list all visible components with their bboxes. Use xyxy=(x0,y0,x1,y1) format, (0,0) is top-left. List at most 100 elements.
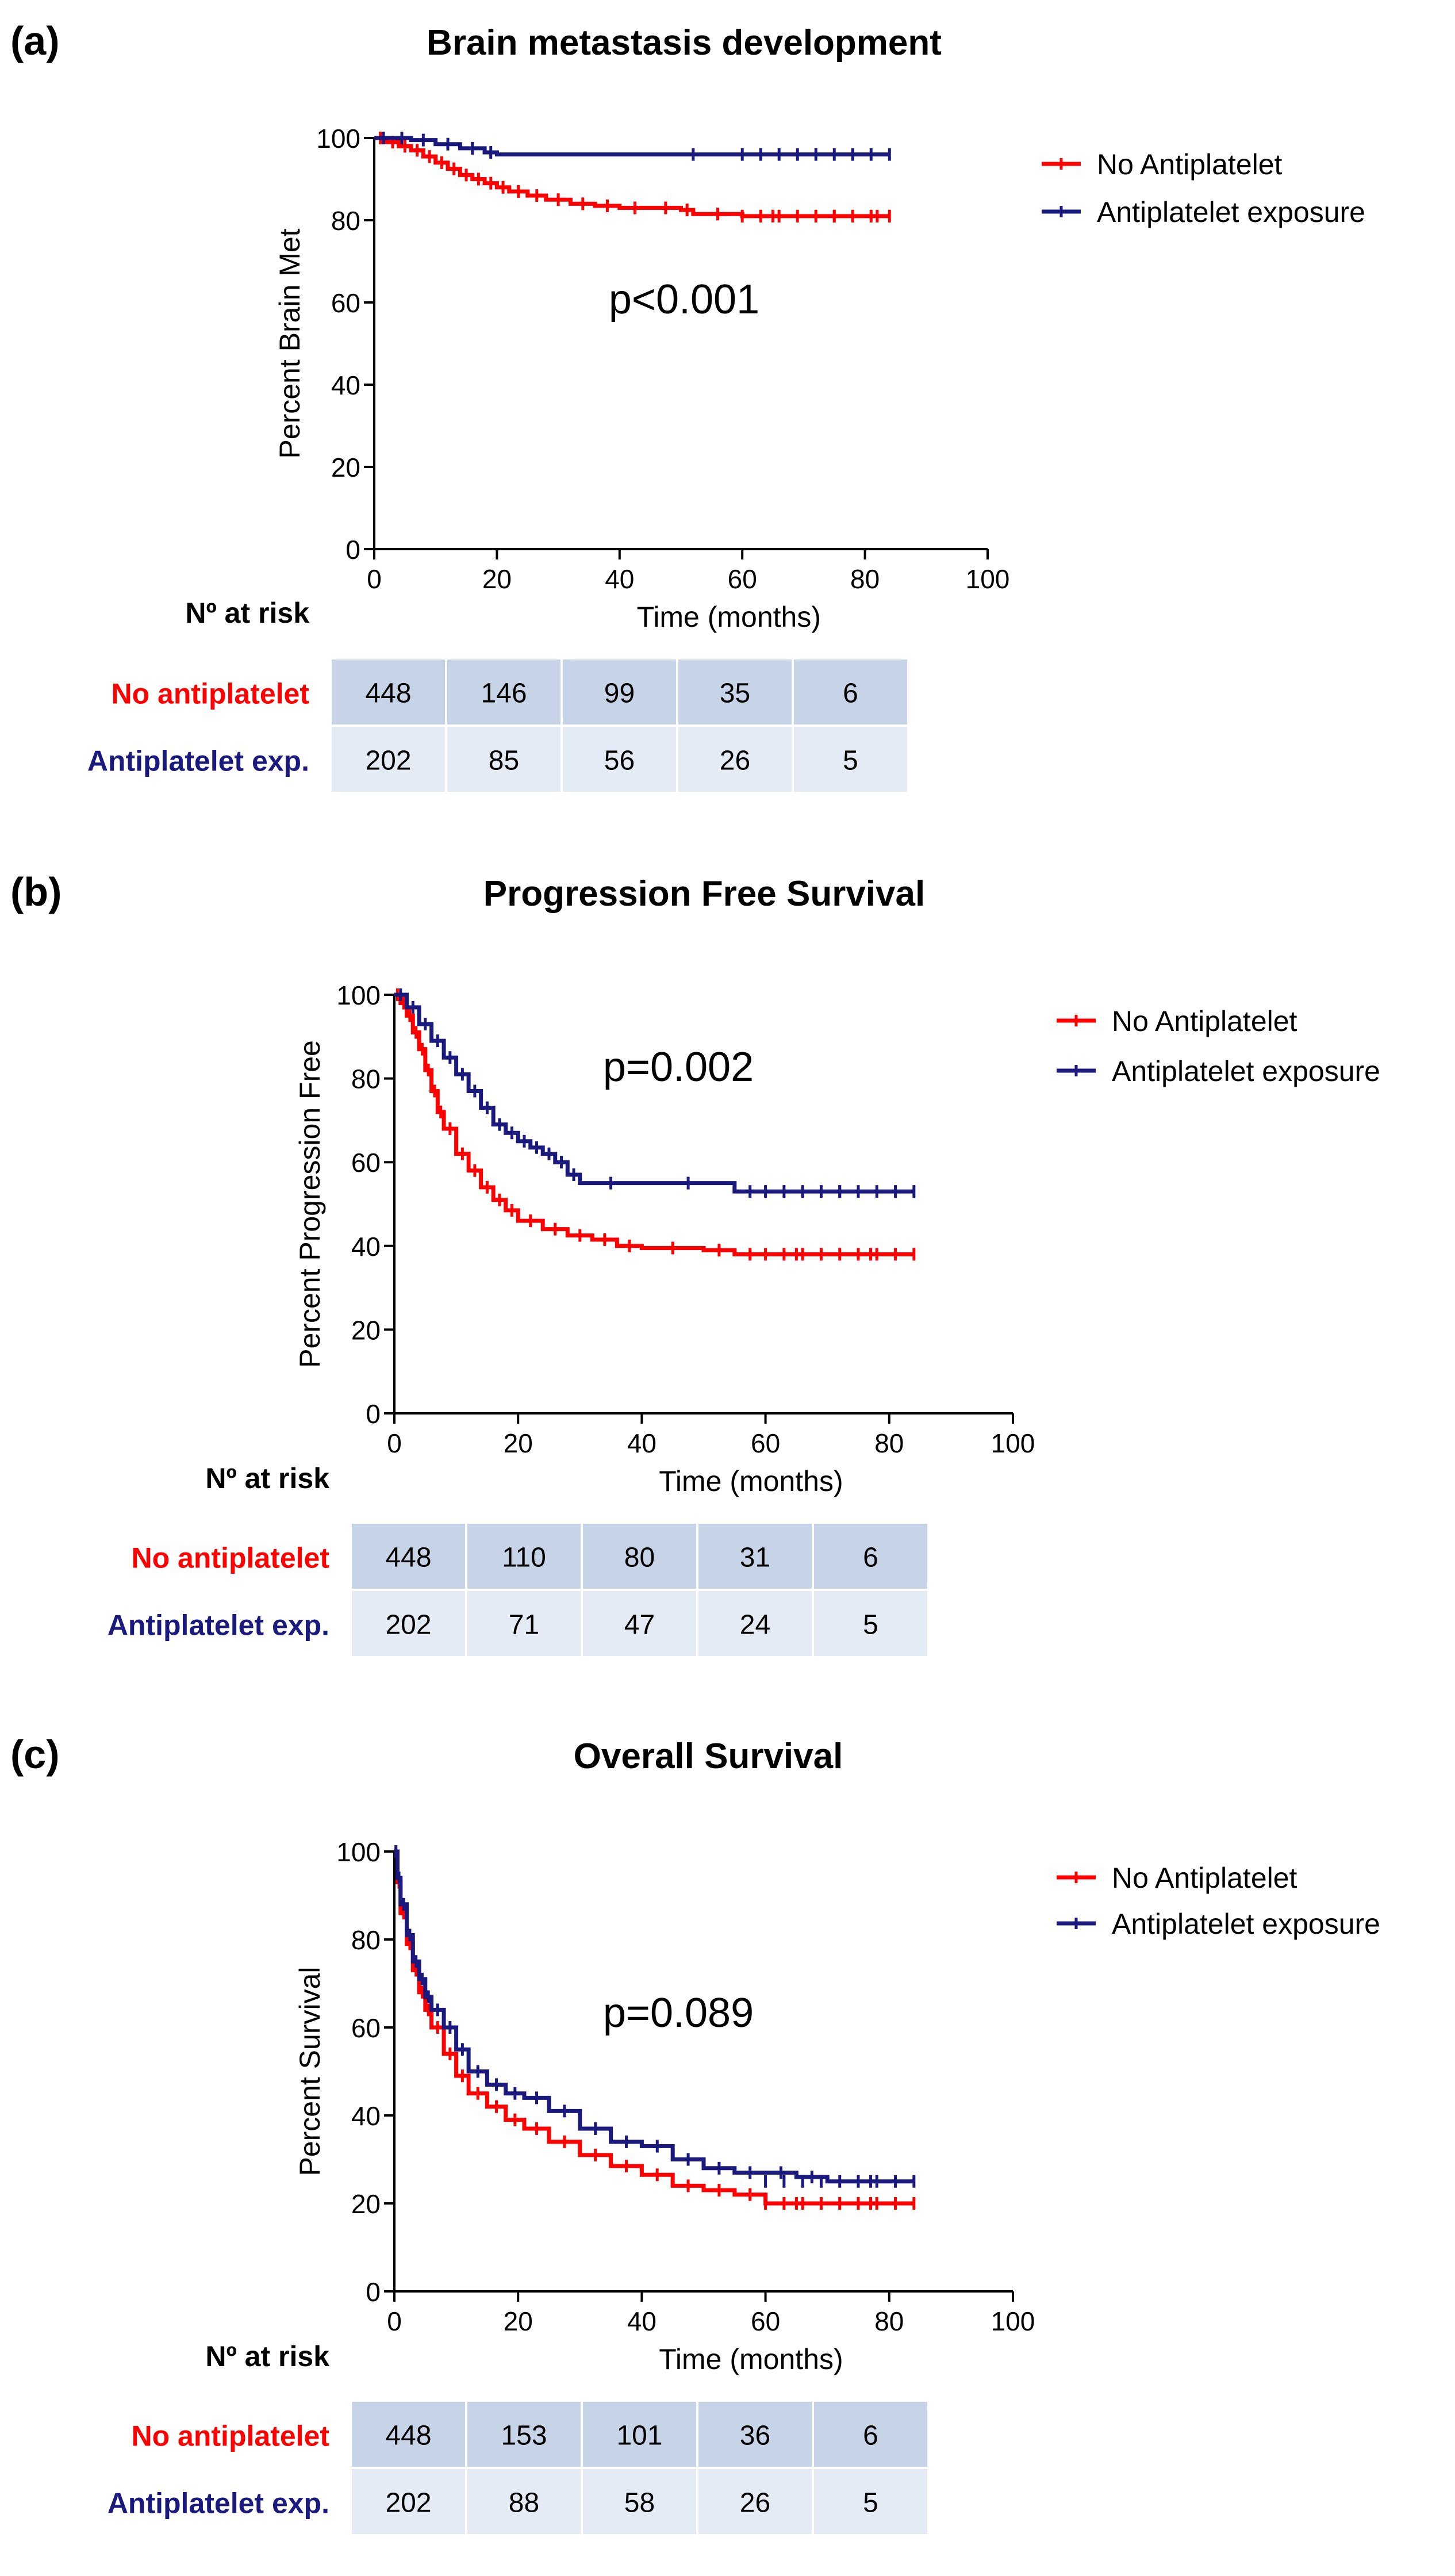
x-tick-label: 20 xyxy=(482,564,512,594)
p-value-annotation: p=0.089 xyxy=(603,1990,754,2036)
x-tick-label: 20 xyxy=(504,2306,533,2336)
at-risk-cell xyxy=(698,1524,812,1589)
at-risk-value: 31 xyxy=(740,1543,770,1573)
at-risk-cell xyxy=(563,660,676,724)
at-risk-value: 202 xyxy=(385,2488,431,2518)
chart-title: Overall Survival xyxy=(574,1736,843,1776)
at-risk-value: 202 xyxy=(365,746,411,776)
x-tick-label: 40 xyxy=(627,2306,657,2336)
at-risk-value: 6 xyxy=(843,678,858,709)
at-risk-cell xyxy=(678,660,792,724)
at-risk-row-label: Antiplatelet exp. xyxy=(108,2487,329,2520)
at-risk-cell xyxy=(447,660,560,724)
at-risk-header: Nº at risk xyxy=(185,597,309,629)
at-risk-row-label: Antiplatelet exp. xyxy=(108,1609,329,1642)
panel-c: (c) Overall Survival 0 20 40 60 80 100 0 20 40 60 80… xyxy=(10,1732,1380,2534)
legend-label-antiplatelet-exposure: Antiplatelet exposure xyxy=(1112,1055,1380,1087)
y-tick-label: 80 xyxy=(351,1064,381,1094)
censor-marks-antiplatelet-exposure xyxy=(382,132,891,161)
x-tick-label: 60 xyxy=(751,2306,780,2336)
y-tick-label: 40 xyxy=(351,2101,381,2131)
at-risk-value: 24 xyxy=(740,1610,770,1640)
at-risk-header: Nº at risk xyxy=(205,2340,329,2372)
km-curve-no-antiplatelet xyxy=(394,992,914,1256)
at-risk-cell xyxy=(467,2469,581,2534)
x-tick-label: 100 xyxy=(991,2306,1035,2336)
at-risk-header: Nº at risk xyxy=(205,1462,329,1494)
y-tick-label: 20 xyxy=(351,1315,381,1345)
at-risk-cell xyxy=(352,2469,465,2534)
at-risk-value: 26 xyxy=(740,2488,770,2518)
at-risk-value: 35 xyxy=(720,678,750,709)
at-risk-value: 26 xyxy=(720,746,750,776)
y-tick-label: 60 xyxy=(351,1148,381,1178)
y-tick-label: 0 xyxy=(366,2277,381,2307)
panel-b: (b) Progression Free Survival020406080100… xyxy=(10,869,1380,1656)
panel-label: (a) xyxy=(10,18,60,63)
at-risk-value: 5 xyxy=(863,1610,878,1640)
at-risk-cell xyxy=(447,727,560,792)
at-risk-cell xyxy=(814,2469,927,2534)
at-risk-value: 110 xyxy=(502,1543,546,1573)
at-risk-cell xyxy=(583,2402,696,2467)
at-risk-value: 47 xyxy=(624,1610,655,1640)
censor-marks-no-antiplatelet xyxy=(396,988,916,1261)
y-tick-label: 0 xyxy=(345,535,360,565)
at-risk-cell xyxy=(698,1591,812,1656)
legend-label-no-antiplatelet: No Antiplatelet xyxy=(1112,1862,1297,1894)
at-risk-cell xyxy=(467,1524,581,1589)
at-risk-cell xyxy=(794,727,907,792)
x-tick-label: 100 xyxy=(966,564,1010,594)
at-risk-value: 58 xyxy=(624,2488,655,2518)
y-tick-label: 60 xyxy=(351,2013,381,2043)
x-tick-label: 40 xyxy=(605,564,634,594)
panel-label: (c) xyxy=(10,1732,60,1777)
at-risk-cell xyxy=(814,1524,927,1589)
x-tick-label: 0 xyxy=(387,2306,402,2336)
km-curve-antiplatelet-exposure xyxy=(394,992,914,1194)
y-tick-label: 100 xyxy=(336,1837,381,1867)
y-tick-label: 60 xyxy=(331,288,360,318)
legend-label-no-antiplatelet: No Antiplatelet xyxy=(1112,1005,1297,1037)
x-axis-label: Time (months) xyxy=(659,1465,843,1497)
x-tick-label: 80 xyxy=(850,564,880,594)
at-risk-cell xyxy=(678,727,792,792)
at-risk-value: 80 xyxy=(624,1543,655,1573)
y-axis-label: Percent Survival xyxy=(294,1966,326,2176)
legend-label-no-antiplatelet: No Antiplatelet xyxy=(1097,148,1283,181)
y-tick-label: 80 xyxy=(331,206,360,236)
at-risk-cell xyxy=(698,2469,812,2534)
y-tick-label: 40 xyxy=(331,370,360,400)
x-tick-label: 20 xyxy=(504,1428,533,1458)
at-risk-row-label: No antiplatelet xyxy=(112,678,310,710)
at-risk-cell xyxy=(467,2402,581,2467)
at-risk-cell xyxy=(352,1524,465,1589)
censor-marks-antiplatelet-exposure xyxy=(394,1845,916,2188)
km-curve-antiplatelet-exposure xyxy=(394,1849,914,2184)
x-tick-label: 0 xyxy=(387,1428,402,1458)
chart-title: Brain metastasis development xyxy=(427,23,942,63)
at-risk-cell xyxy=(583,1591,696,1656)
at-risk-cell xyxy=(563,727,676,792)
x-tick-label: 80 xyxy=(874,2306,904,2336)
x-tick-label: 0 xyxy=(367,564,382,594)
y-tick-label: 80 xyxy=(351,1925,381,1955)
at-risk-value: 6 xyxy=(863,1543,878,1573)
at-risk-cell xyxy=(794,660,907,724)
at-risk-value: 71 xyxy=(509,1610,539,1640)
at-risk-cell xyxy=(467,1591,581,1656)
p-value-annotation: p<0.001 xyxy=(609,277,759,323)
x-axis-label: Time (months) xyxy=(659,2343,843,2375)
at-risk-value: 36 xyxy=(740,2421,770,2451)
y-tick-label: 40 xyxy=(351,1232,381,1262)
at-risk-value: 6 xyxy=(863,2421,878,2451)
at-risk-cell xyxy=(814,2402,927,2467)
at-risk-row-label: No antiplatelet xyxy=(132,1542,330,1574)
at-risk-cell xyxy=(332,727,445,792)
at-risk-row-label: No antiplatelet xyxy=(132,2420,330,2452)
x-tick-label: 60 xyxy=(751,1428,780,1458)
at-risk-value: 85 xyxy=(489,746,519,776)
censor-marks-no-antiplatelet xyxy=(379,132,891,223)
at-risk-value: 99 xyxy=(604,678,635,709)
panel-a: (a) Brain metastasis development020406080… xyxy=(10,18,1365,792)
